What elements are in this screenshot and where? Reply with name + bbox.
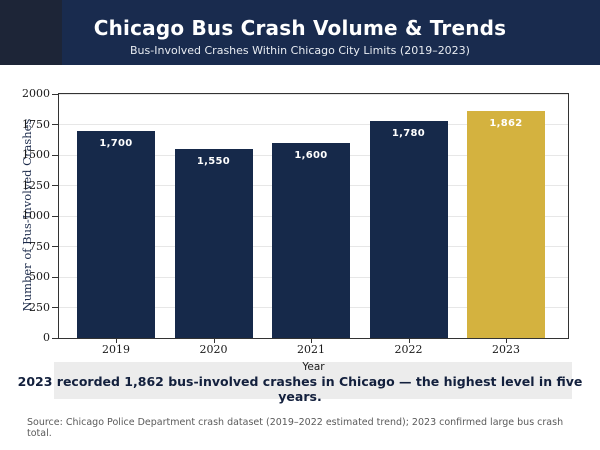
x-tick-label: 2019 [102,343,130,356]
y-tick-label: 750 [29,239,50,253]
y-tick-label: 250 [29,300,50,314]
bar-value-label: 1,862 [489,117,523,129]
y-tick-label: 2000 [22,87,50,100]
x-tick-mark [311,339,312,343]
y-tick-mark [52,154,58,156]
gridline [59,93,568,95]
header-corner-block [0,0,62,65]
y-tick-mark [52,307,58,308]
y-tick-label: 1000 [22,209,50,222]
x-tick-label: 2020 [199,343,228,356]
bar-2019: 1,700 [77,130,155,338]
bar-value-label: 1,600 [294,149,328,161]
x-axis-label: Year [302,361,325,373]
bar-value-label: 1,700 [99,137,133,149]
annotation-band [54,362,572,399]
y-tick-label: 0 [43,331,50,344]
plot-area: 1,700 1,550 1,600 1,780 1,862 [58,93,569,339]
y-tick-label: 1250 [22,178,50,192]
y-tick-mark [52,215,58,217]
x-tick-mark [506,339,507,343]
source-note: Source: Chicago Police Department crash … [27,417,564,439]
chart-title: Chicago Bus Crash Volume & Trends [93,16,507,40]
y-tick-mark [52,337,58,339]
x-tick-mark [116,339,117,343]
bar-2021: 1,600 [272,142,350,338]
y-tick-mark [52,124,58,125]
y-tick-mark [52,246,58,247]
x-tick-mark [213,339,215,343]
gridline [59,124,568,125]
y-tick-mark [52,276,58,278]
bar-value-label: 1,550 [196,155,231,167]
x-tick-mark [408,339,410,343]
x-tick-label: 2023 [492,343,520,356]
y-tick-mark [52,185,58,186]
bar-2022: 1,780 [369,120,448,338]
annotation-text: 2023 recorded 1,862 bus-involved crashes… [17,374,583,404]
y-tick-mark [52,93,58,95]
bar-2023: 1,862 [467,110,545,338]
y-tick-label: 500 [29,270,50,283]
header-banner: Chicago Bus Crash Volume & Trends Bus-In… [0,0,600,65]
y-tick-label: 1750 [22,117,50,131]
bar-2020: 1,550 [174,148,253,338]
bar-value-label: 1,780 [391,127,426,139]
chart-subtitle: Bus-Involved Crashes Within Chicago City… [130,44,470,57]
x-tick-label: 2021 [297,343,325,356]
x-tick-label: 2022 [394,343,423,356]
y-tick-label: 1500 [22,148,50,161]
